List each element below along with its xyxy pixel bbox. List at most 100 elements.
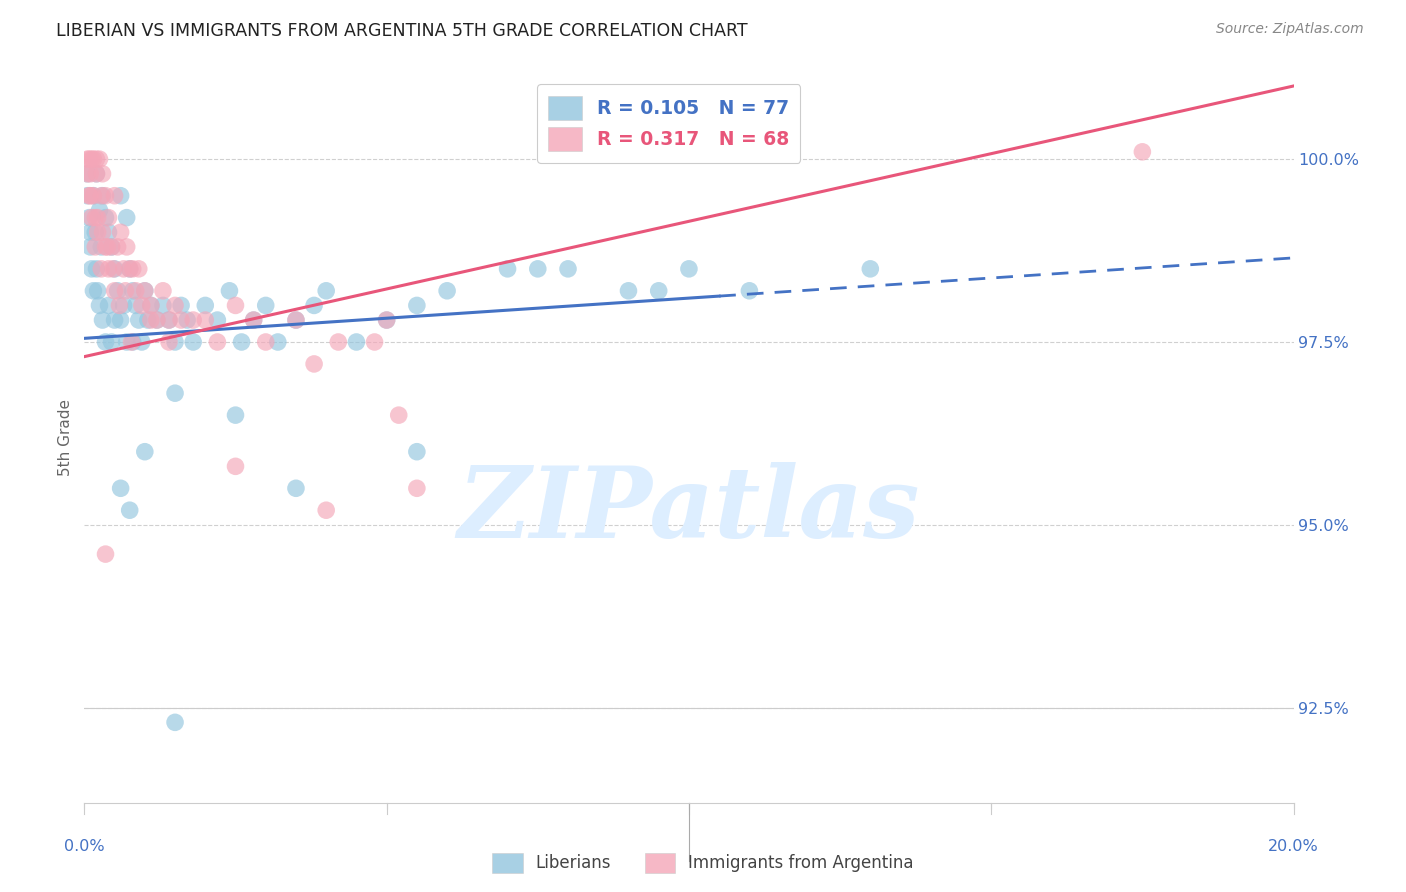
Point bbox=[86, 261, 108, 276]
Point bbox=[302, 298, 325, 312]
Point bbox=[79, 188, 101, 202]
Point bbox=[139, 298, 162, 312]
Point bbox=[146, 313, 169, 327]
Point bbox=[131, 298, 153, 312]
Point bbox=[90, 188, 112, 202]
Point bbox=[315, 503, 337, 517]
Point bbox=[165, 298, 187, 312]
Point bbox=[363, 334, 385, 349]
Point bbox=[76, 167, 98, 181]
Point bbox=[157, 313, 180, 327]
Point bbox=[91, 167, 114, 181]
Point bbox=[152, 298, 174, 312]
Point bbox=[128, 313, 150, 327]
Point bbox=[254, 334, 277, 349]
Point bbox=[128, 261, 150, 276]
Point bbox=[112, 261, 135, 276]
Point bbox=[134, 444, 156, 458]
Point bbox=[859, 261, 882, 276]
Point bbox=[112, 298, 135, 312]
Point bbox=[146, 313, 169, 327]
Point bbox=[77, 188, 100, 202]
Point bbox=[90, 240, 112, 254]
Point bbox=[104, 313, 127, 327]
Text: LIBERIAN VS IMMIGRANTS FROM ARGENTINA 5TH GRADE CORRELATION CHART: LIBERIAN VS IMMIGRANTS FROM ARGENTINA 5T… bbox=[56, 22, 748, 40]
Point bbox=[107, 284, 129, 298]
Point bbox=[225, 298, 247, 312]
Point bbox=[118, 503, 141, 517]
Point bbox=[678, 261, 700, 276]
Point bbox=[82, 284, 104, 298]
Point bbox=[118, 261, 141, 276]
Point bbox=[79, 167, 101, 181]
Point bbox=[104, 188, 127, 202]
Point bbox=[648, 284, 671, 298]
Point bbox=[194, 313, 217, 327]
Point bbox=[242, 313, 264, 327]
Point bbox=[86, 284, 108, 298]
Point bbox=[152, 284, 174, 298]
Point bbox=[285, 481, 308, 495]
Point bbox=[115, 240, 138, 254]
Point bbox=[110, 188, 132, 202]
Point bbox=[170, 298, 193, 312]
Point bbox=[77, 211, 100, 225]
Point bbox=[388, 408, 411, 422]
Point bbox=[285, 313, 308, 327]
Point bbox=[91, 313, 114, 327]
Point bbox=[527, 261, 550, 276]
Text: 20.0%: 20.0% bbox=[1268, 839, 1319, 855]
Legend: Liberians, Immigrants from Argentina: Liberians, Immigrants from Argentina bbox=[486, 847, 920, 880]
Point bbox=[94, 547, 117, 561]
Point bbox=[157, 334, 180, 349]
Point bbox=[285, 313, 308, 327]
Point bbox=[108, 298, 131, 312]
Legend: R = 0.105   N = 77, R = 0.317   N = 68: R = 0.105 N = 77, R = 0.317 N = 68 bbox=[537, 85, 800, 162]
Point bbox=[84, 240, 107, 254]
Point bbox=[181, 334, 204, 349]
Point bbox=[90, 261, 112, 276]
Point bbox=[86, 211, 108, 225]
Point bbox=[302, 357, 325, 371]
Point bbox=[104, 284, 127, 298]
Point bbox=[86, 152, 108, 166]
Point bbox=[165, 386, 187, 401]
Point bbox=[82, 188, 104, 202]
Point bbox=[86, 167, 108, 181]
Point bbox=[231, 334, 253, 349]
Point bbox=[617, 284, 640, 298]
Point bbox=[496, 261, 519, 276]
Point bbox=[79, 225, 101, 239]
Point bbox=[94, 211, 117, 225]
Point bbox=[136, 313, 159, 327]
Point bbox=[104, 261, 127, 276]
Point bbox=[157, 313, 180, 327]
Point bbox=[375, 313, 398, 327]
Point bbox=[557, 261, 579, 276]
Point bbox=[96, 240, 118, 254]
Point bbox=[82, 188, 104, 202]
Point bbox=[738, 284, 761, 298]
Point bbox=[80, 152, 103, 166]
Point bbox=[100, 240, 122, 254]
Point bbox=[218, 284, 240, 298]
Point bbox=[91, 225, 114, 239]
Point bbox=[100, 334, 122, 349]
Point bbox=[76, 188, 98, 202]
Y-axis label: 5th Grade: 5th Grade bbox=[58, 399, 73, 475]
Point bbox=[436, 284, 458, 298]
Point bbox=[77, 152, 100, 166]
Point bbox=[107, 240, 129, 254]
Point bbox=[76, 167, 98, 181]
Point bbox=[82, 152, 104, 166]
Point bbox=[406, 481, 429, 495]
Point bbox=[89, 152, 111, 166]
Point bbox=[94, 188, 117, 202]
Point bbox=[225, 459, 247, 474]
Point bbox=[139, 298, 162, 312]
Point bbox=[121, 261, 143, 276]
Point bbox=[242, 313, 264, 327]
Text: ZIPatlas: ZIPatlas bbox=[458, 462, 920, 558]
Point bbox=[76, 152, 98, 166]
Point bbox=[103, 261, 125, 276]
